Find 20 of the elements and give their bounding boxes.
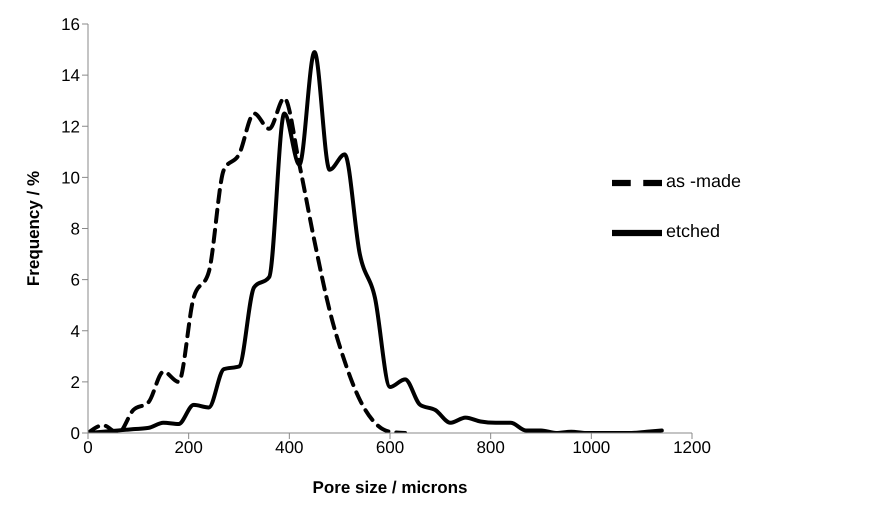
x-tick-label: 200	[174, 438, 203, 458]
x-tick-label: 800	[476, 438, 505, 458]
x-tick-label: 400	[275, 438, 304, 458]
y-tick-label: 10	[61, 168, 80, 188]
x-tick-label: 600	[376, 438, 404, 458]
y-tick-label: 16	[61, 15, 80, 34]
y-tick-label: 6	[70, 270, 80, 290]
y-tick-label: 0	[70, 424, 80, 444]
x-tick-label: 1000	[572, 438, 610, 458]
y-tick-label: 14	[61, 66, 80, 86]
y-tick-label: 12	[61, 117, 80, 136]
x-tick-label: 1200	[673, 438, 711, 458]
y-tick-label: 8	[70, 220, 80, 239]
y-axis-title: Frequency / %	[24, 170, 44, 286]
x-axis-title: Pore size / microns	[312, 478, 468, 497]
legend-label: etched	[666, 221, 720, 242]
y-tick-label: 2	[70, 372, 80, 392]
legend-label: as -made	[666, 171, 742, 192]
x-tick-label: 0	[83, 438, 93, 458]
y-tick-label: 4	[70, 322, 80, 341]
